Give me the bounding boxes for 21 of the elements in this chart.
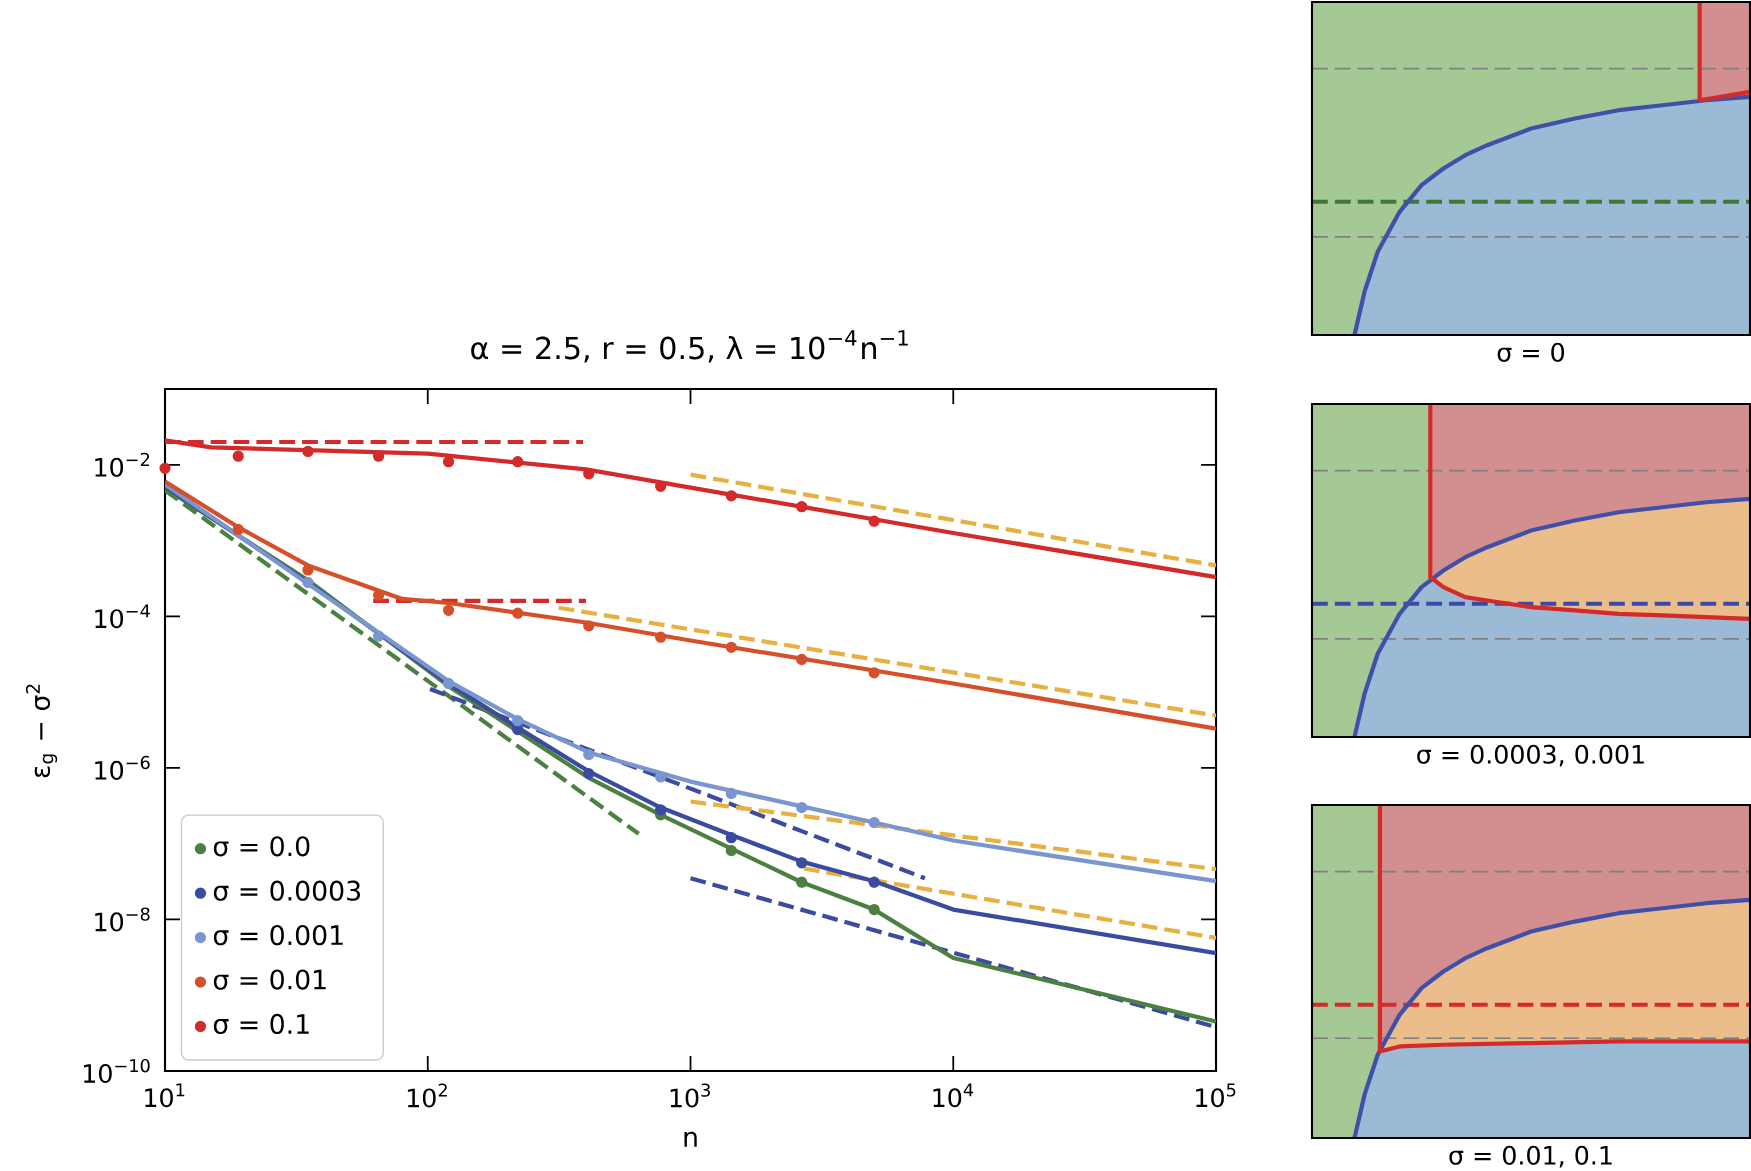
x-tick-label: 10$^{3}$ xyxy=(670,1083,710,1108)
legend-label: σ = 0.01 xyxy=(213,969,326,990)
y-axis-title: ε$_{g}$ − σ$^{2}$ xyxy=(25,684,58,778)
y-tick-label: 10$^{−4}$ xyxy=(95,604,150,629)
chart-title: α = 2.5, r = 0.5, λ = 10$^{−4}$n$^{−1}$ xyxy=(471,330,908,363)
legend-label: σ = 0.001 xyxy=(213,925,343,946)
y-tick-label: 10$^{−8}$ xyxy=(95,907,150,932)
legend-label: σ = 0.0003 xyxy=(213,880,361,901)
y-tick-label: 10$^{−6}$ xyxy=(95,755,150,780)
legend-label: σ = 0.0 xyxy=(213,836,310,857)
x-tick-label: 10$^{2}$ xyxy=(407,1083,447,1108)
x-axis-title: n xyxy=(684,1131,697,1147)
x-tick-label: 10$^{4}$ xyxy=(933,1083,974,1108)
y-tick-label: 10$^{−10}$ xyxy=(84,1058,150,1084)
text: σ = 0.0003, 0.001 xyxy=(1417,744,1644,767)
y-tick-label: 10$^{−2}$ xyxy=(95,452,150,477)
x-tick-label: 10$^{5}$ xyxy=(1196,1083,1236,1108)
text: σ = 0.01, 0.1 xyxy=(1449,1145,1612,1168)
x-tick-label: 10$^{1}$ xyxy=(145,1083,185,1108)
legend-label: σ = 0.1 xyxy=(213,1013,309,1035)
text: σ = 0 xyxy=(1497,342,1565,362)
